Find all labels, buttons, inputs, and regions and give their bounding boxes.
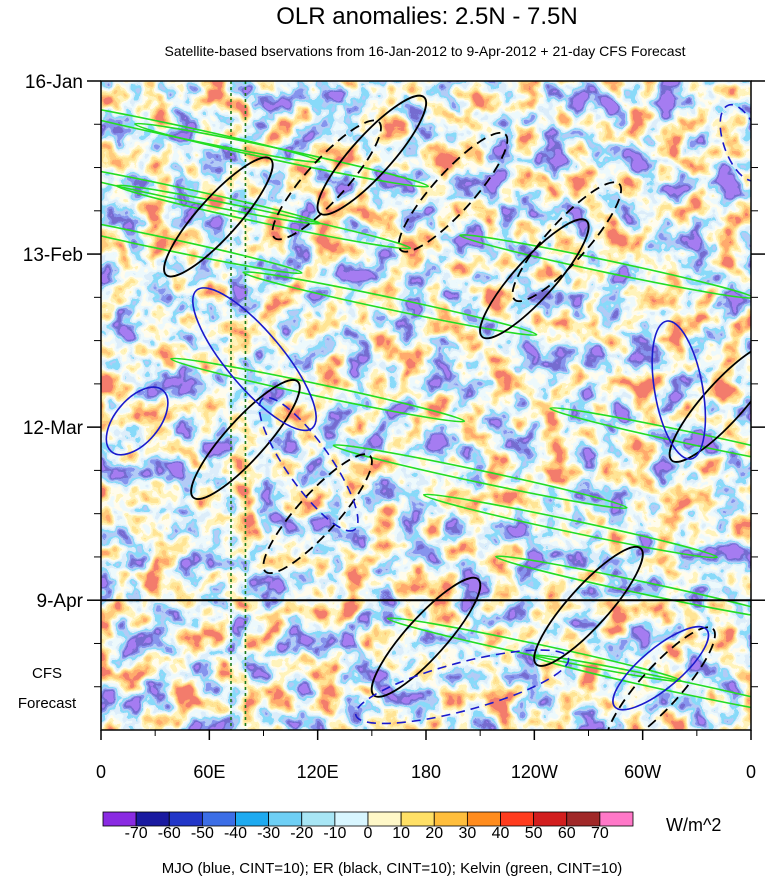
mjo-contour <box>191 287 317 432</box>
er-contour <box>668 342 751 463</box>
x-axis: 0 60E 120E 180 120W 60W 0 <box>96 730 756 782</box>
kelvin-contour <box>134 122 430 188</box>
colorbar-label: 40 <box>492 825 510 842</box>
mjo-contour <box>651 320 707 460</box>
mjo-contour <box>719 103 751 182</box>
er-contour <box>271 119 382 241</box>
colorbar-label: -10 <box>323 825 346 842</box>
olr-anomaly-field <box>101 81 751 730</box>
colorbar-swatch <box>566 811 601 827</box>
colorbar-swatch <box>135 811 170 827</box>
colorbar-swatch <box>367 811 402 827</box>
mjo-contour <box>354 649 570 725</box>
kelvin-contour <box>101 209 303 275</box>
x-tick-label: 120E <box>297 762 339 782</box>
colorbar-label: 20 <box>425 825 443 842</box>
colorbar-label: -30 <box>257 825 280 842</box>
er-contour <box>316 94 428 216</box>
y-tick-label: 9-Apr <box>37 591 84 612</box>
colorbar-label: 0 <box>364 825 373 842</box>
kelvin-contour <box>422 493 718 559</box>
kelvin-contour <box>531 654 751 720</box>
mjo-contour <box>105 386 169 456</box>
colorbar: -70 -60 -50 -40 -30 -20 -10 0 10 20 30 40 50 60 70 <box>102 811 634 842</box>
kelvin-contour <box>549 406 751 473</box>
colorbar-label: -20 <box>290 825 313 842</box>
colorbar-label: 70 <box>591 825 609 842</box>
colorbar-label: -50 <box>191 825 214 842</box>
y-axis: 16-Jan 13-Feb 12-Mar 9-Apr <box>23 72 765 688</box>
kelvin-contour <box>459 233 751 299</box>
colorbar-label: -70 <box>125 825 148 842</box>
colorbar-swatch <box>533 811 568 827</box>
chart-title: OLR anomalies: 2.5N - 7.5N <box>276 3 577 30</box>
er-contour <box>479 218 590 340</box>
y-tick-label: 12-Mar <box>23 418 84 439</box>
er-contour <box>190 379 301 500</box>
er-contour <box>533 545 644 667</box>
footer-note: MJO (blue, CINT=10); ER (black, CINT=10)… <box>162 860 623 877</box>
colorbar-label: 10 <box>392 825 410 842</box>
kelvin-contour <box>495 555 751 621</box>
x-tick-label: 120W <box>511 762 558 782</box>
colorbar-swatch <box>268 811 303 827</box>
kelvin-contour <box>170 357 466 423</box>
er-contour <box>163 156 274 278</box>
kelvin-contour <box>115 184 412 250</box>
er-contour <box>605 626 716 730</box>
x-tick-label: 0 <box>96 762 106 782</box>
x-tick-label: 180 <box>411 762 441 782</box>
er-contour <box>511 181 623 303</box>
forecast-label-line-1: CFS <box>32 665 62 682</box>
mjo-contour <box>258 396 359 532</box>
colorbar-swatch <box>201 811 236 827</box>
er-contour <box>397 131 509 253</box>
chart-subtitle: Satellite-based bservations from 16-Jan-… <box>165 43 686 59</box>
colorbar-label: 50 <box>525 825 543 842</box>
er-contour <box>262 453 373 575</box>
y-tick-label: 16-Jan <box>25 72 83 93</box>
colorbar-swatch <box>168 811 203 827</box>
x-tick-label: 60E <box>193 762 225 782</box>
colorbar-swatch <box>235 811 270 827</box>
y-tick-label: 13-Feb <box>23 245 83 266</box>
wave-contour-layer <box>101 81 751 730</box>
colorbar-swatch <box>500 811 535 827</box>
plot-area <box>101 81 751 730</box>
kelvin-contour <box>332 444 628 510</box>
x-tick-label: 0 <box>746 762 756 782</box>
colorbar-swatch <box>599 811 634 827</box>
mjo-contour <box>612 625 710 711</box>
colorbar-swatch <box>433 811 468 827</box>
colorbar-swatch <box>301 811 336 827</box>
colorbar-label: 30 <box>458 825 476 842</box>
kelvin-contour <box>242 270 538 337</box>
colorbar-label: 60 <box>558 825 576 842</box>
colorbar-swatch <box>466 811 501 827</box>
colorbar-swatch <box>102 811 137 827</box>
colorbar-label: -60 <box>158 825 181 842</box>
colorbar-label: -40 <box>224 825 247 842</box>
colorbar-units: W/m^2 <box>666 815 721 835</box>
forecast-label-line-2: Forecast <box>18 695 77 712</box>
colorbar-swatch <box>400 811 435 827</box>
x-tick-label: 60W <box>624 762 661 782</box>
colorbar-swatch <box>334 811 369 827</box>
